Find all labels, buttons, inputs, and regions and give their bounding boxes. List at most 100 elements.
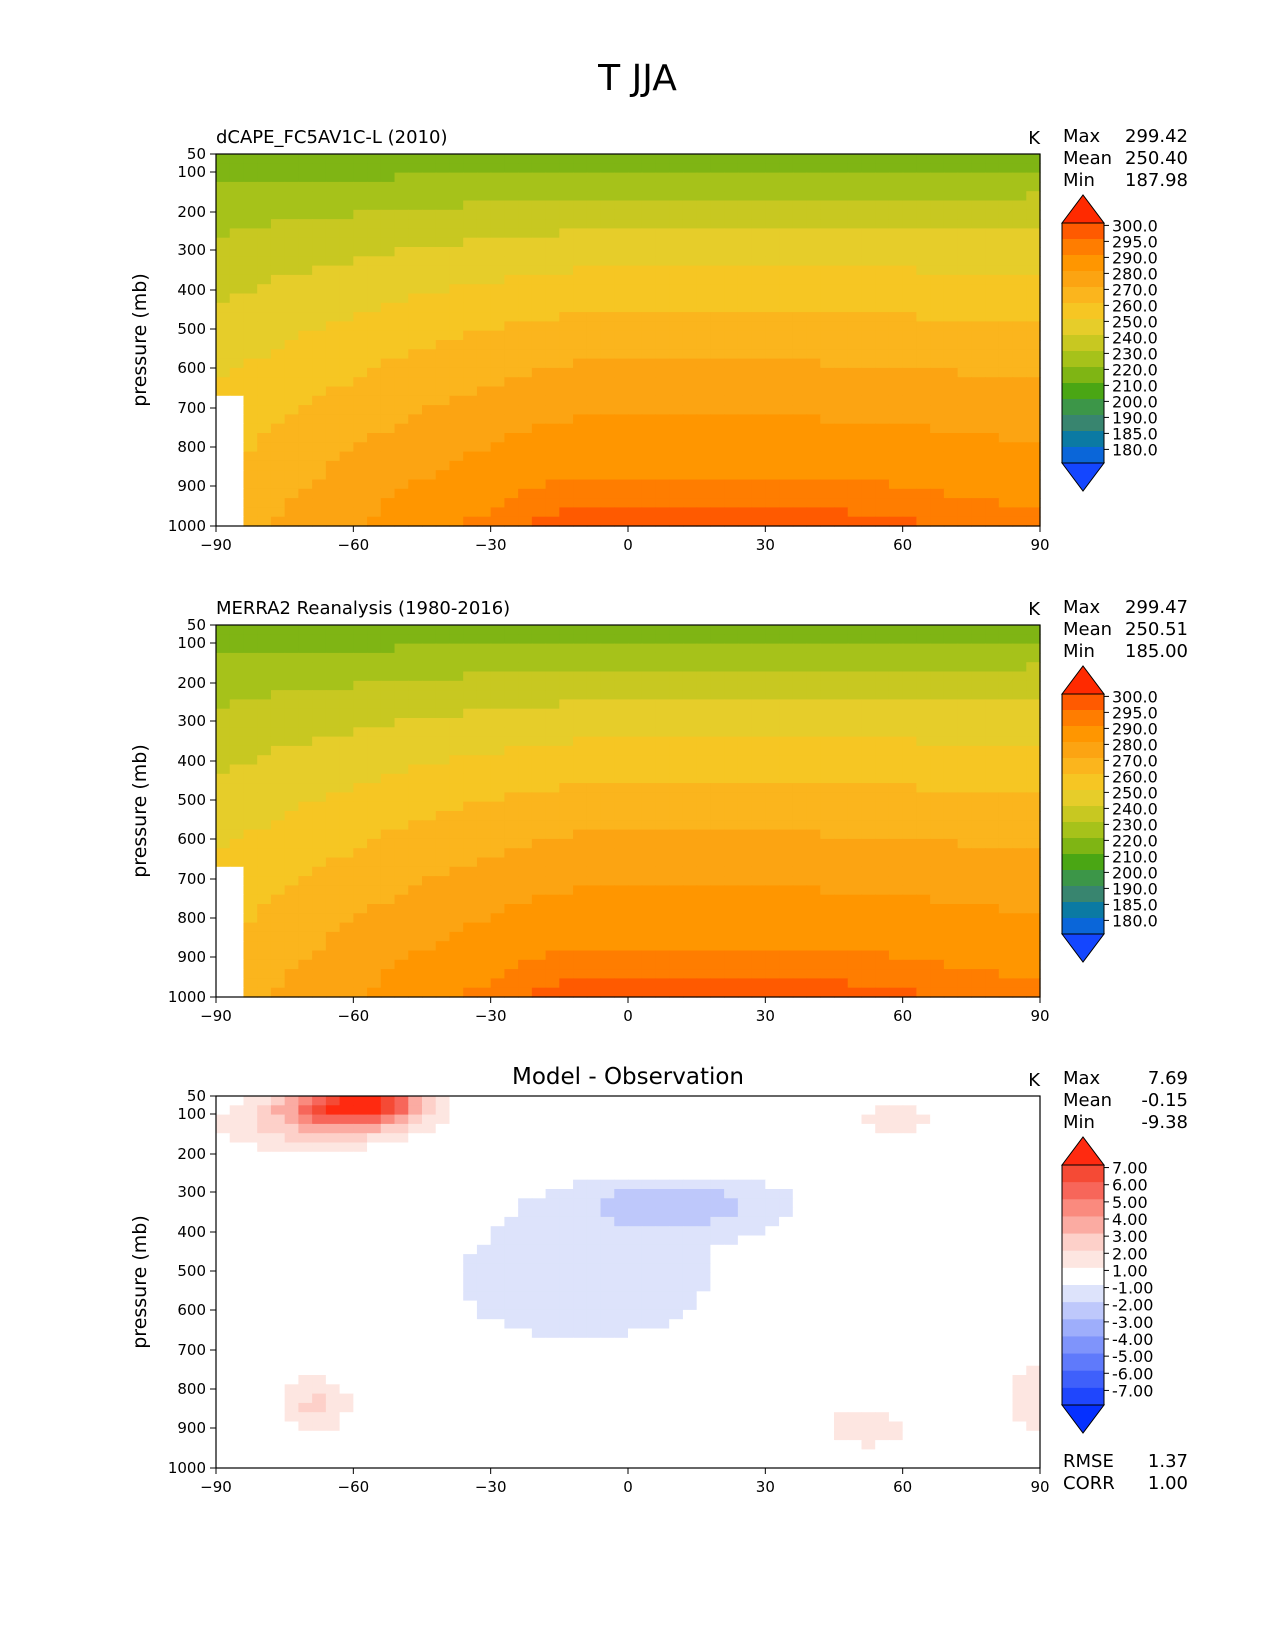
contour-cell: [449, 256, 464, 267]
contour-cell: [463, 349, 478, 360]
contour-cell: [435, 228, 451, 239]
contour-cell: [902, 866, 917, 877]
contour-cell: [875, 321, 890, 332]
contour-cell: [751, 265, 766, 276]
contour-cell: [531, 488, 547, 499]
contour-cell: [737, 154, 753, 164]
contour-cell: [435, 783, 451, 793]
contour-cell: [518, 978, 533, 989]
contour-cell: [792, 652, 808, 663]
contour-cell: [545, 699, 560, 710]
contour-cell: [408, 894, 423, 905]
contour-cell: [847, 470, 863, 481]
contour-cell: [449, 154, 464, 164]
contour-cell: [655, 312, 670, 322]
contour-cell: [628, 330, 643, 341]
contour-cell: [930, 913, 945, 924]
contour-cell: [751, 349, 766, 360]
contour-cell: [888, 154, 904, 164]
contour-cell: [696, 876, 711, 886]
contour-cell: [724, 349, 739, 360]
contour-cell: [353, 941, 368, 952]
contour-cell: [559, 978, 574, 989]
contour-cell: [614, 358, 629, 369]
contour-cell: [600, 894, 615, 905]
contour-cell: [751, 237, 766, 248]
contour-cell: [971, 922, 986, 933]
contour-cell: [270, 792, 286, 803]
contour-cell: [998, 405, 1014, 415]
contour-cell: [806, 498, 821, 508]
contour-cell: [655, 405, 670, 415]
contour-cell: [216, 414, 231, 425]
contour-cell: [243, 507, 258, 518]
contour-cell: [243, 433, 258, 443]
contour-cell: [518, 718, 533, 728]
contour-cell: [408, 885, 423, 896]
contour-cell: [1026, 330, 1041, 341]
contour-cell: [298, 811, 313, 821]
contour-cell: [847, 848, 863, 859]
contour-cell: [820, 876, 835, 886]
contour-cell: [806, 690, 821, 700]
contour-cell: [641, 414, 657, 425]
contour-cell: [641, 931, 657, 942]
contour-cell: [724, 200, 739, 211]
contour-cell: [600, 460, 615, 471]
contour-cell: [573, 978, 588, 989]
contour-cell: [1026, 755, 1041, 766]
contour-cell: [243, 330, 258, 341]
contour-cell: [875, 634, 890, 645]
contour-cell: [463, 442, 478, 453]
contour-cell: [614, 625, 629, 635]
contour-cell: [531, 498, 547, 508]
x-tick-label: −90: [200, 536, 232, 554]
contour-cell: [545, 848, 560, 859]
contour-cell: [545, 745, 560, 756]
contour-cell: [765, 931, 780, 942]
contour-cell: [930, 516, 945, 527]
contour-cell: [847, 256, 863, 267]
contour-cell: [641, 699, 657, 710]
contour-cell: [394, 866, 409, 877]
contour-cell: [751, 876, 766, 886]
contour-cell: [394, 498, 409, 508]
contour-cell: [573, 904, 588, 914]
contour-cell: [628, 643, 643, 654]
contour-cell: [861, 191, 876, 202]
contour-cell: [806, 959, 821, 970]
contour-cell: [490, 200, 505, 211]
contour-cell: [888, 460, 904, 471]
contour-cell: [696, 265, 711, 276]
contour-cell: [779, 423, 794, 434]
contour-cell: [614, 801, 629, 812]
contour-cell: [367, 256, 382, 267]
contour-cell: [710, 811, 725, 821]
contour-cell: [888, 414, 904, 425]
y-tick-label: 700: [177, 870, 206, 888]
contour-cell: [1012, 302, 1027, 313]
contour-cell: [669, 848, 684, 859]
contour-cell: [449, 423, 464, 434]
contour-cell: [751, 690, 766, 700]
contour-cell: [449, 690, 464, 700]
contour-cell: [463, 181, 478, 192]
contour-cell: [847, 460, 863, 471]
contour-cell: [710, 414, 725, 425]
contour-cell: [628, 488, 643, 499]
contour-cell: [229, 414, 245, 425]
contour-cell: [490, 265, 505, 276]
contour-cell: [875, 913, 890, 924]
contour-cell: [504, 634, 519, 645]
contour-cell: [971, 321, 986, 332]
contour-cell: [312, 247, 327, 257]
contour-cell: [985, 634, 1000, 645]
contour-cell: [916, 265, 931, 276]
contour-cell: [847, 200, 863, 211]
contour-cell: [518, 507, 533, 518]
contour-cell: [270, 811, 286, 821]
contour-cell: [710, 321, 725, 332]
contour-cell: [641, 941, 657, 952]
contour-cell: [504, 237, 519, 248]
contour-cell: [339, 625, 354, 635]
